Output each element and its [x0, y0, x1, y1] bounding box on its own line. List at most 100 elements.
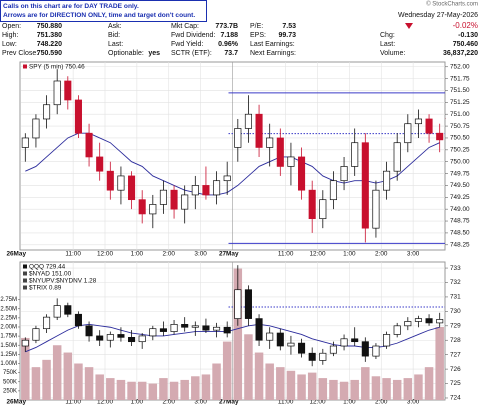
summary-label: Chg:: [380, 32, 395, 39]
quote-value: 750.590: [37, 50, 62, 57]
volume-bar: [382, 378, 391, 400]
candle-body: [128, 337, 136, 343]
volume-bar: [371, 376, 381, 400]
summary-value: 36,837,220: [443, 50, 478, 57]
candle-body: [106, 334, 114, 341]
y-tick-label: 751.50: [450, 87, 470, 94]
x-tick-label: 3:00: [407, 251, 420, 258]
candle-body: [319, 352, 327, 361]
candle-body: [372, 189, 380, 229]
candle-body: [425, 118, 433, 134]
x-tick-label: 12:00: [97, 399, 113, 406]
moving-average: [25, 323, 440, 353]
candle-body: [308, 352, 316, 361]
x-tick-label: 26May: [6, 399, 26, 406]
volume-tick-label: 250K: [3, 388, 17, 394]
quote-value: 99.73: [278, 32, 296, 39]
y-tick-label: 750.75: [450, 123, 470, 130]
candle-body: [383, 170, 391, 191]
candle-body: [393, 142, 401, 172]
candle-body: [191, 325, 199, 328]
volume-bar: [222, 341, 232, 400]
quote-label: Mkt Cap:: [171, 23, 199, 30]
x-tick-label: 1:00: [343, 399, 356, 406]
x-tick-label: 1:00: [131, 399, 144, 406]
volume-tick-label: 1.25M: [0, 352, 17, 358]
x-tick-label: 1:00: [131, 251, 144, 258]
candle-body: [21, 339, 29, 347]
y-tick-label: 749.00: [450, 206, 470, 213]
candle-body: [202, 325, 210, 331]
y-tick-label: 726: [450, 366, 461, 373]
quote-value: 0.96%: [218, 41, 239, 48]
y-tick-label: 725: [450, 380, 461, 387]
legend-label: QQQ 729.44: [29, 264, 66, 271]
y-tick-label: 733: [450, 265, 461, 272]
x-tick-label: 12:00: [97, 251, 113, 258]
legend-label: $NYUPV:$NYDNV 1.28: [29, 278, 97, 285]
candle-body: [329, 345, 337, 354]
volume-tick-label: 500K: [3, 379, 17, 385]
volume-bar: [169, 381, 179, 400]
quote-label: Optionable:: [108, 50, 144, 57]
candle-body: [404, 123, 412, 144]
volume-bar: [244, 334, 253, 400]
volume-bar: [265, 363, 274, 400]
x-tick-label: 1:00: [343, 251, 356, 258]
summary-label: Last:: [380, 41, 395, 48]
candle-body: [74, 313, 82, 327]
x-tick-label: 27May: [219, 251, 239, 258]
candle-body: [128, 175, 136, 201]
volume-tick-label: 1.75M: [0, 334, 17, 340]
y-tick-label: 730: [450, 308, 461, 315]
volume-bar: [435, 326, 444, 400]
notice-box: [0, 0, 207, 22]
x-tick-label: 27May: [219, 399, 239, 406]
legend-label: SPY (5 min) 750.46: [29, 64, 85, 71]
candle-body: [340, 166, 348, 182]
legend-swatch: [23, 278, 27, 283]
candle-body: [138, 335, 146, 343]
copyright: © StockCharts.com: [426, 1, 478, 8]
candle-body: [170, 324, 178, 332]
candle-body: [276, 332, 284, 347]
candle-body: [223, 326, 231, 334]
y-tick-label: 724: [450, 395, 461, 402]
candle-body: [117, 175, 125, 191]
candle-body: [436, 319, 444, 324]
volume-bar: [84, 367, 94, 400]
volume-bar: [254, 352, 264, 400]
y-tick-label: 748.25: [450, 241, 470, 248]
volume-bar: [116, 379, 126, 400]
quote-value: 748.220: [37, 41, 62, 48]
volume-bar: [148, 383, 158, 400]
x-tick-label: 2:00: [163, 251, 176, 258]
volume-bar: [180, 379, 189, 400]
legend-label: $NYAD 151.00: [29, 271, 72, 278]
x-tick-label: 2:00: [375, 399, 388, 406]
candle-body: [181, 194, 189, 210]
y-tick-label: 750.25: [450, 147, 470, 154]
candle-body: [329, 180, 337, 201]
volume-bar: [95, 374, 104, 400]
candle-body: [117, 334, 125, 338]
volume-bar: [297, 374, 306, 400]
quote-label: Last Earnings:: [250, 41, 295, 48]
volume-bar: [392, 379, 402, 400]
candle-body: [244, 289, 252, 319]
candle-body: [436, 132, 444, 141]
quote-value: 773.7B: [215, 23, 238, 30]
x-tick-label: 11:00: [278, 251, 294, 258]
candle-body: [340, 338, 348, 347]
volume-bar: [414, 374, 423, 400]
candle-body: [266, 137, 274, 148]
volume-bar: [276, 367, 285, 400]
volume-bar: [159, 378, 168, 400]
candle-body: [414, 318, 422, 322]
quote-value: 7.53: [282, 23, 296, 30]
change-percent: -0.02%: [453, 21, 478, 30]
volume-bar: [233, 268, 243, 400]
candle-body: [308, 189, 316, 220]
candle-body: [361, 341, 369, 357]
volume-bar: [329, 379, 338, 400]
